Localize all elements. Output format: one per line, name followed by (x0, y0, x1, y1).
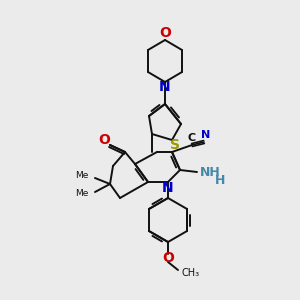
Text: H: H (215, 173, 225, 187)
Text: N: N (159, 80, 171, 94)
Text: S: S (170, 138, 180, 152)
Text: N: N (201, 130, 211, 140)
Text: O: O (98, 133, 110, 147)
Text: O: O (159, 26, 171, 40)
Text: NH: NH (200, 166, 221, 178)
Text: Me: Me (75, 172, 88, 181)
Text: Me: Me (75, 188, 88, 197)
Text: C: C (188, 133, 196, 143)
Text: O: O (162, 251, 174, 265)
Text: N: N (162, 181, 174, 195)
Text: CH₃: CH₃ (182, 268, 200, 278)
